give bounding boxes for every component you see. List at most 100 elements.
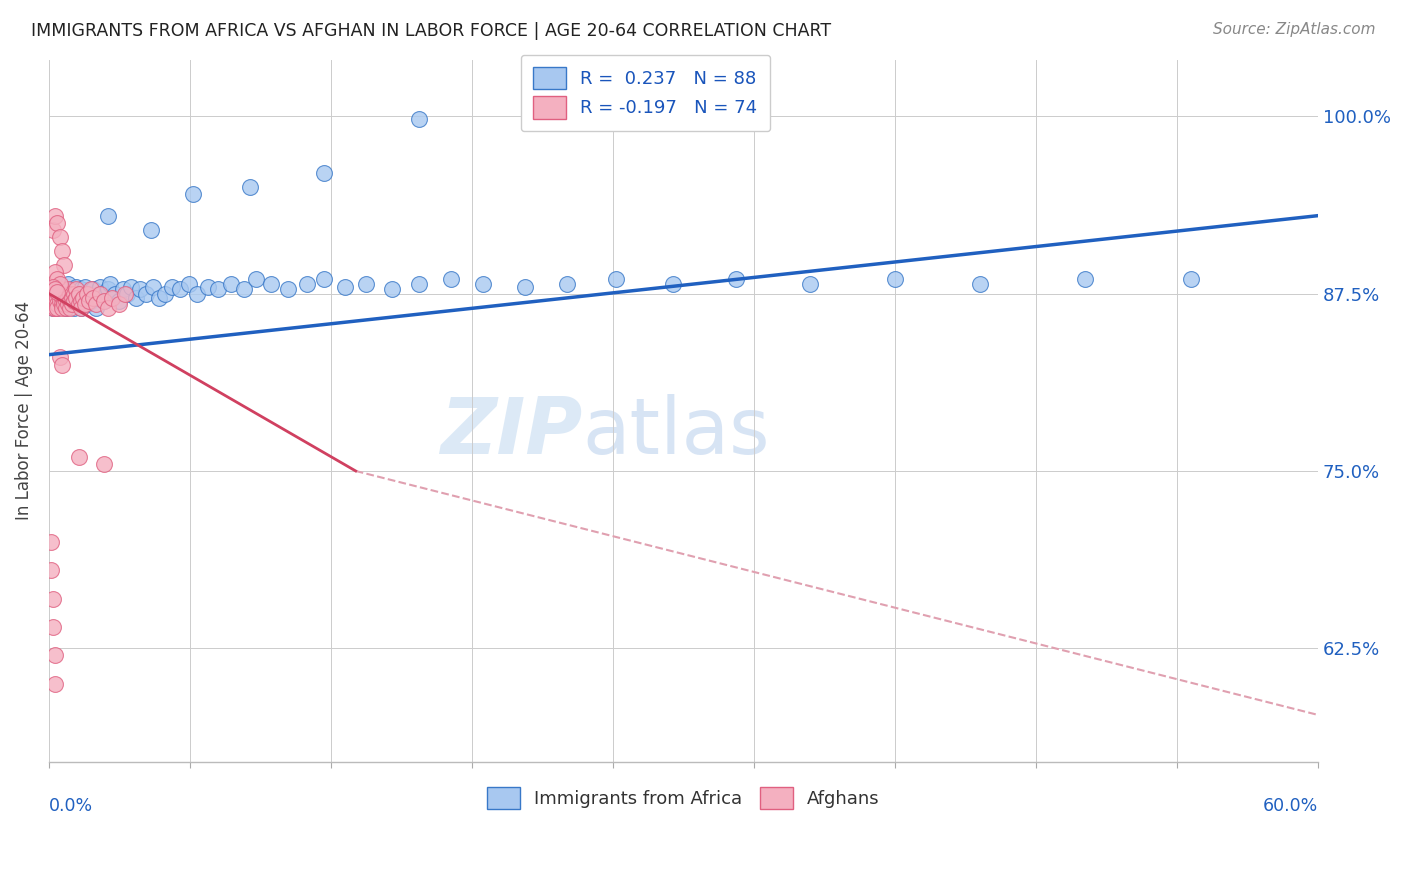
Point — [93, 457, 115, 471]
Point — [181, 187, 204, 202]
Point — [799, 277, 821, 291]
Point — [44, 209, 66, 223]
Point — [662, 277, 685, 291]
Point — [60, 293, 83, 308]
Point — [42, 282, 65, 296]
Point — [39, 293, 62, 308]
Point — [48, 230, 70, 244]
Point — [97, 209, 120, 223]
Point — [207, 282, 229, 296]
Point — [60, 296, 83, 310]
Point — [80, 293, 103, 308]
Point — [51, 301, 73, 315]
Point — [56, 282, 79, 296]
Point — [84, 296, 107, 310]
Point — [55, 286, 77, 301]
Text: Source: ZipAtlas.com: Source: ZipAtlas.com — [1212, 22, 1375, 37]
Point — [76, 286, 98, 301]
Point — [148, 291, 170, 305]
Point — [48, 351, 70, 365]
Point — [63, 293, 86, 308]
Point — [46, 291, 69, 305]
Point — [884, 272, 907, 286]
Point — [59, 296, 82, 310]
Point — [125, 291, 148, 305]
Point — [605, 272, 627, 286]
Point — [63, 301, 86, 315]
Point — [82, 291, 104, 305]
Point — [72, 291, 94, 305]
Point — [73, 296, 96, 310]
Point — [44, 282, 66, 296]
Point — [52, 258, 75, 272]
Point — [89, 286, 111, 301]
Point — [65, 279, 87, 293]
Point — [59, 293, 82, 308]
Point — [51, 296, 73, 310]
Point — [239, 180, 262, 194]
Point — [44, 286, 66, 301]
Point — [59, 301, 82, 315]
Point — [48, 277, 70, 291]
Point — [114, 286, 136, 301]
Point — [408, 277, 430, 291]
Point — [107, 293, 129, 308]
Point — [101, 291, 124, 305]
Point — [42, 279, 65, 293]
Point — [56, 296, 79, 310]
Point — [103, 286, 125, 301]
Point — [69, 301, 91, 315]
Point — [42, 301, 65, 315]
Point — [90, 286, 112, 301]
Point — [39, 293, 62, 308]
Point — [97, 301, 120, 315]
Point — [52, 282, 75, 296]
Text: atlas: atlas — [582, 393, 769, 470]
Point — [42, 620, 65, 634]
Point — [295, 277, 318, 291]
Point — [44, 279, 66, 293]
Text: 0.0%: 0.0% — [49, 797, 93, 815]
Point — [97, 282, 120, 296]
Point — [76, 296, 98, 310]
Point — [46, 301, 69, 315]
Point — [51, 296, 73, 310]
Point — [111, 282, 134, 296]
Text: IMMIGRANTS FROM AFRICA VS AFGHAN IN LABOR FORCE | AGE 20-64 CORRELATION CHART: IMMIGRANTS FROM AFRICA VS AFGHAN IN LABO… — [31, 22, 831, 40]
Point — [77, 286, 100, 301]
Point — [969, 277, 991, 291]
Point — [39, 563, 62, 577]
Point — [135, 286, 157, 301]
Point — [69, 301, 91, 315]
Point — [48, 293, 70, 308]
Point — [46, 216, 69, 230]
Point — [48, 279, 70, 293]
Point — [260, 277, 283, 291]
Point — [51, 358, 73, 372]
Point — [44, 648, 66, 663]
Point — [725, 272, 748, 286]
Point — [69, 293, 91, 308]
Point — [39, 286, 62, 301]
Point — [48, 282, 70, 296]
Point — [48, 291, 70, 305]
Point — [51, 244, 73, 259]
Point — [46, 285, 69, 300]
Point — [56, 293, 79, 308]
Point — [52, 286, 75, 301]
Point — [93, 293, 115, 308]
Point — [86, 291, 108, 305]
Point — [46, 286, 69, 301]
Point — [72, 291, 94, 305]
Point — [48, 286, 70, 301]
Point — [59, 286, 82, 301]
Point — [44, 301, 66, 315]
Point — [44, 265, 66, 279]
Point — [169, 282, 191, 296]
Point — [1074, 272, 1097, 286]
Point — [63, 286, 86, 301]
Point — [67, 296, 90, 310]
Point — [77, 293, 100, 308]
Point — [46, 272, 69, 286]
Point — [312, 166, 335, 180]
